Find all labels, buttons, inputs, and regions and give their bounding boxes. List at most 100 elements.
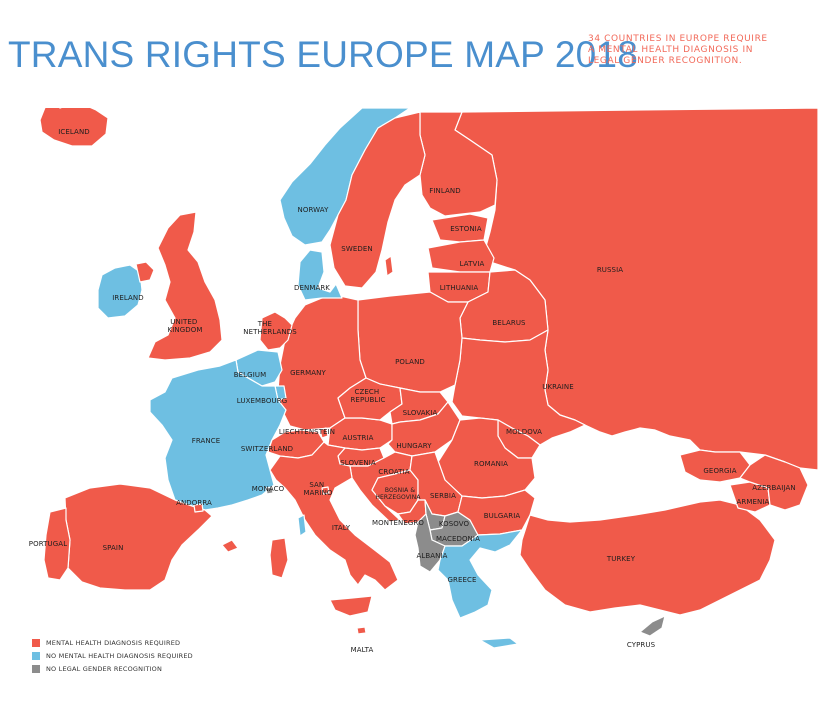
- label-liechtenstein: LIECHTENSTEIN: [279, 428, 335, 436]
- label-ukraine: UKRAINE: [542, 383, 574, 391]
- label-armenia: ARMENIA: [737, 498, 770, 506]
- country-sardinia[interactable]: [269, 537, 289, 579]
- country-iceland[interactable]: [39, 108, 109, 147]
- country-spain[interactable]: [64, 483, 213, 591]
- label-bosnia-line: BOSNIA &: [385, 487, 416, 494]
- label-czech-line: REPUBLIC: [350, 396, 385, 404]
- label-czech-republic: CZECH REPUBLIC: [350, 388, 385, 404]
- subtitle-line: A MENTAL HEALTH DIAGNOSIS IN: [588, 45, 754, 55]
- label-slovakia: SLOVAKIA: [403, 409, 438, 417]
- label-macedonia: MACEDONIA: [436, 535, 480, 543]
- legend-item-not-required: NO MENTAL HEALTH DIAGNOSIS REQUIRED: [32, 649, 193, 662]
- country-gotland[interactable]: [384, 255, 394, 277]
- label-serbia: SERBIA: [430, 492, 456, 500]
- label-belarus: BELARUS: [492, 319, 526, 327]
- label-italy: ITALY: [332, 524, 351, 532]
- legend-swatch-no-recognition: [32, 664, 40, 673]
- label-georgia: GEORGIA: [703, 467, 736, 475]
- label-iceland: ICELAND: [58, 128, 90, 136]
- country-san-marino[interactable]: [321, 486, 330, 495]
- map-title: TRANS RIGHTS EUROPE MAP 2018: [8, 34, 638, 75]
- label-denmark: DENMARK: [294, 284, 330, 292]
- country-ukraine[interactable]: [451, 329, 586, 446]
- country-balearic[interactable]: [221, 539, 239, 553]
- country-greece[interactable]: [437, 529, 523, 619]
- label-estonia: ESTONIA: [450, 225, 482, 233]
- country-sweden[interactable]: [329, 111, 426, 289]
- country-bulgaria[interactable]: [457, 489, 536, 536]
- country-poland[interactable]: [357, 291, 469, 393]
- map-area: ICELAND NORWAY SWEDEN FINLAND ESTONIA LA…: [0, 108, 818, 705]
- label-azerbaijan: AZERBAIJAN: [752, 484, 796, 492]
- label-kosovo: KOSOVO: [439, 520, 470, 528]
- label-moldova: MOLDOVA: [506, 428, 542, 436]
- label-netherlands-line: THE: [257, 320, 272, 328]
- label-romania: ROMANIA: [474, 460, 508, 468]
- label-spain: SPAIN: [103, 544, 124, 552]
- country-northern-ireland[interactable]: [135, 261, 155, 283]
- legend-label: MENTAL HEALTH DIAGNOSIS REQUIRED: [46, 638, 181, 647]
- country-turkey[interactable]: [519, 499, 776, 616]
- label-ireland: IRELAND: [112, 294, 144, 302]
- legend-item-required: MENTAL HEALTH DIAGNOSIS REQUIRED: [32, 636, 193, 649]
- label-netherlands: THE NETHERLANDS: [243, 320, 297, 336]
- label-bulgaria: BULGARIA: [484, 512, 521, 520]
- country-malta[interactable]: [356, 626, 367, 635]
- subtitle-line: LEGAL GENDER RECOGNITION.: [588, 56, 743, 66]
- label-bosnia-line: HERZEGOVINA: [375, 494, 421, 501]
- label-latvia: LATVIA: [460, 260, 485, 268]
- label-san-marino-line: SAN: [309, 481, 324, 489]
- country-corsica[interactable]: [297, 514, 307, 537]
- label-germany: GERMANY: [290, 369, 326, 377]
- label-bosnia: BOSNIA & HERZEGOVINA: [375, 487, 421, 501]
- label-finland: FINLAND: [429, 187, 461, 195]
- label-poland: POLAND: [395, 358, 425, 366]
- label-czech-line: CZECH: [354, 388, 379, 396]
- label-russia: RUSSIA: [597, 266, 623, 274]
- label-lithuania: LITHUANIA: [440, 284, 479, 292]
- legend: MENTAL HEALTH DIAGNOSIS REQUIRED NO MENT…: [32, 636, 193, 675]
- label-austria: AUSTRIA: [342, 434, 373, 442]
- label-san-marino-line: MARINO: [303, 489, 332, 497]
- label-san-marino: SAN MARINO: [303, 481, 332, 497]
- country-portugal[interactable]: [43, 507, 71, 581]
- label-united-kingdom-line: UNITED: [170, 318, 197, 326]
- europe-map: ICELAND NORWAY SWEDEN FINLAND ESTONIA LA…: [0, 108, 818, 705]
- country-united-kingdom[interactable]: [147, 211, 223, 361]
- label-montenegro: MONTENEGRO: [372, 519, 424, 527]
- country-cyprus[interactable]: [639, 615, 666, 637]
- country-monaco[interactable]: [265, 486, 274, 495]
- label-croatia: CROATIA: [378, 468, 409, 476]
- label-sweden: SWEDEN: [341, 245, 372, 253]
- legend-item-no-recognition: NO LEGAL GENDER RECOGNITION: [32, 662, 193, 675]
- country-ireland[interactable]: [97, 264, 143, 319]
- label-hungary: HUNGARY: [396, 442, 432, 450]
- label-andorra: ANDORRA: [176, 499, 212, 507]
- label-luxembourg: LUXEMBOURG: [237, 397, 288, 405]
- label-greece: GREECE: [447, 576, 476, 584]
- label-monaco: MONACO: [252, 485, 285, 493]
- legend-swatch-not-required: [32, 651, 40, 660]
- country-netherlands[interactable]: [259, 311, 293, 351]
- country-azerbaijan[interactable]: [739, 454, 809, 511]
- label-united-kingdom: UNITED KINGDOM: [168, 318, 203, 334]
- country-latvia[interactable]: [427, 239, 495, 273]
- country-crete[interactable]: [479, 637, 519, 649]
- country-sicily[interactable]: [329, 595, 373, 617]
- label-cyprus: CYPRUS: [627, 641, 656, 649]
- label-albania: ALBANIA: [416, 552, 447, 560]
- legend-label: NO LEGAL GENDER RECOGNITION: [46, 664, 163, 673]
- country-liechtenstein[interactable]: [319, 427, 329, 439]
- country-denmark[interactable]: [297, 249, 343, 301]
- label-turkey: TURKEY: [606, 555, 636, 563]
- label-norway: NORWAY: [298, 206, 330, 214]
- label-united-kingdom-line: KINGDOM: [168, 326, 203, 334]
- label-portugal: PORTUGAL: [29, 540, 67, 548]
- label-slovenia: SLOVENIA: [340, 459, 376, 467]
- country-andorra[interactable]: [193, 503, 204, 513]
- subtitle-line: 34 COUNTRIES IN EUROPE REQUIRE: [588, 34, 768, 44]
- label-belgium: BELGIUM: [234, 371, 266, 379]
- label-switzerland: SWITZERLAND: [241, 445, 293, 453]
- label-netherlands-line: NETHERLANDS: [243, 328, 297, 336]
- map-subtitle: 34 COUNTRIES IN EUROPE REQUIRE A MENTAL …: [588, 34, 808, 67]
